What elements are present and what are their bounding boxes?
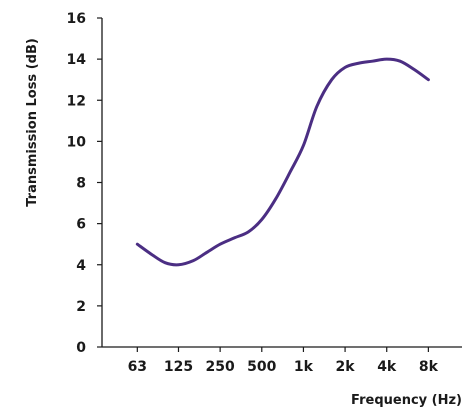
x-tick-label: 1k [294,359,314,375]
axes [101,18,462,348]
y-tick-label: 8 [76,176,86,192]
y-axis-title: Transmission Loss (dB) [25,38,40,207]
y-tick-label: 16 [67,11,86,27]
y-tick-label: 12 [67,93,86,109]
y-axis-ticks: 0 2 4 6 8 10 12 14 16 [67,11,102,356]
x-tick-label: 4k [377,359,397,375]
x-tick-label: 2k [336,359,356,375]
y-tick-label: 14 [67,52,87,68]
y-tick-label: 2 [76,299,86,315]
y-tick-label: 10 [67,134,87,150]
y-tick-label: 6 [76,217,86,233]
x-tick-label: 500 [247,359,276,375]
x-tick-label: 8k [419,359,439,375]
series-line [135,57,430,267]
x-tick-label: 63 [128,359,147,375]
y-tick-label: 4 [76,258,86,274]
y-tick-label: 0 [76,340,86,356]
x-axis-title: Frequency (Hz) [351,393,462,408]
x-axis-ticks: 63 125 250 500 1k 2k 4k 8k [128,347,439,375]
x-tick-label: 250 [206,359,235,375]
x-tick-label: 125 [164,359,193,375]
